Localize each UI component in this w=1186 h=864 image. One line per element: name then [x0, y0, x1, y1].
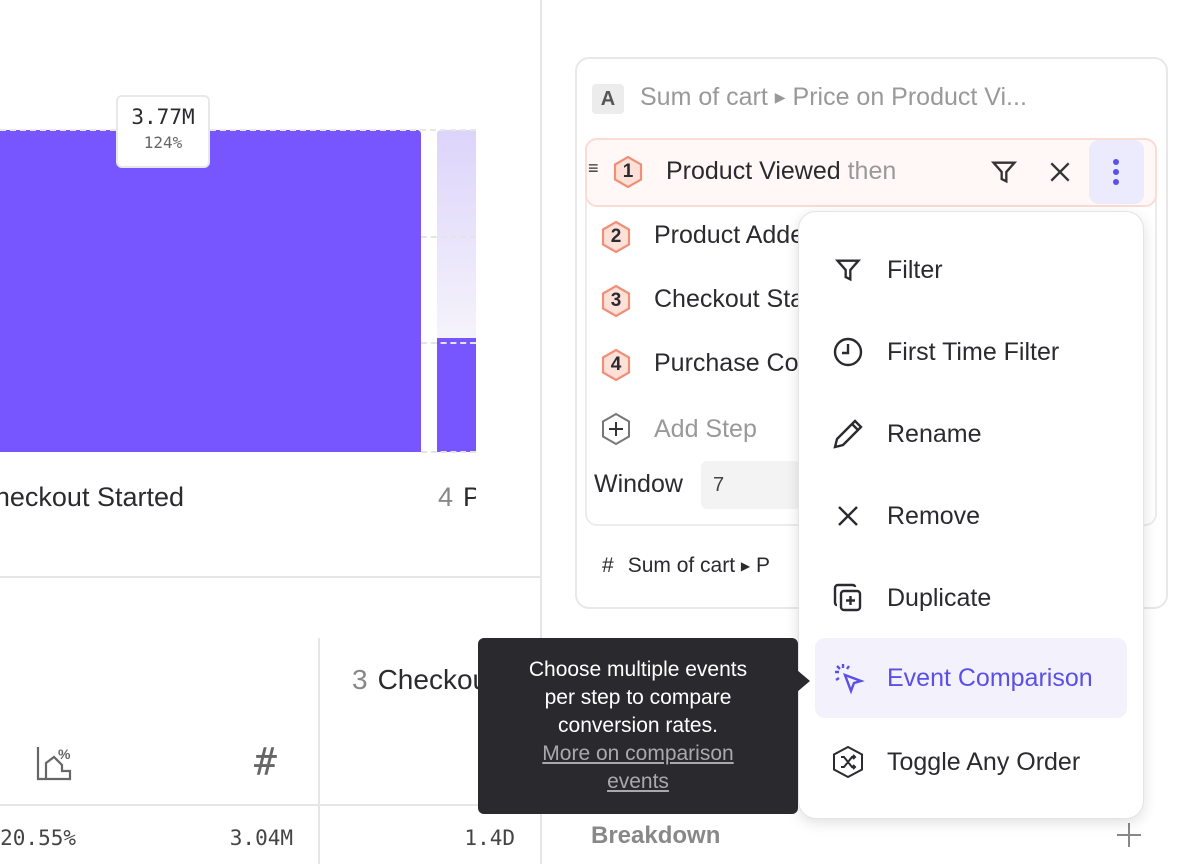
step-badge-4: 4 [600, 348, 632, 382]
metric-prefix: Sum of cart [640, 83, 768, 111]
step-filter-icon[interactable] [990, 158, 1018, 191]
divider [0, 576, 540, 578]
bar-value: 3.77M [131, 105, 195, 129]
step-3-label[interactable]: Checkout Started [654, 285, 804, 313]
caret-right-icon: ▶ [774, 89, 786, 105]
measure-row[interactable]: # Sum of cart ▶ P [602, 554, 770, 577]
tooltip-link[interactable]: More on comparison events [542, 742, 734, 793]
funnel-bar-step-4[interactable] [437, 338, 476, 452]
step-badge-1: 1 [612, 155, 644, 189]
step-badge-3: 3 [600, 284, 632, 318]
cursor-click-icon [831, 661, 865, 695]
add-step-button[interactable]: Add Step [600, 412, 757, 446]
gridline [421, 451, 476, 453]
duplicate-icon [831, 581, 865, 615]
menu-item-duplicate[interactable]: Duplicate [815, 558, 1127, 638]
kebab-icon [1113, 159, 1119, 185]
step-label: Checkout Started [0, 482, 184, 512]
tooltip-arrow [797, 670, 810, 692]
bar-percent: 124% [143, 133, 183, 152]
menu-item-remove[interactable]: Remove [815, 476, 1127, 556]
hash-icon: # [602, 554, 614, 577]
drag-handle-icon[interactable]: ≡ [588, 158, 599, 178]
step-number: 3 [352, 664, 368, 695]
funnel-bar-step-3[interactable] [0, 130, 421, 452]
step-number: 4 [438, 482, 454, 512]
window-label: Window [594, 470, 683, 498]
step-label: P [463, 482, 476, 512]
filter-icon [831, 253, 865, 287]
step-badge-2: 2 [600, 220, 632, 254]
add-breakdown-icon[interactable] [1116, 822, 1142, 853]
gridline [421, 236, 476, 238]
cell-time: 1.4D [464, 826, 515, 850]
cell-conversion: 20.55% [0, 826, 76, 850]
event-comparison-tooltip: Choose multiple events per step to compa… [478, 638, 798, 814]
breakdown-label: Breakdown [591, 822, 721, 849]
add-step-label: Add Step [654, 414, 757, 443]
step-4-label[interactable]: Purchase Completed [654, 349, 804, 377]
conversion-percent-icon[interactable]: % [36, 745, 72, 786]
step-1-label[interactable]: Product Viewed then [666, 157, 897, 185]
window-input[interactable]: 7 [701, 461, 801, 509]
step-more-button[interactable] [1089, 140, 1144, 204]
row-divider [0, 804, 540, 806]
clock-icon [831, 335, 865, 369]
column-divider [318, 638, 320, 864]
step-remove-icon[interactable] [1047, 159, 1073, 190]
count-hash-icon[interactable]: # [254, 740, 277, 784]
shuffle-hex-icon [831, 745, 865, 779]
step-2-label[interactable]: Product Added [654, 221, 804, 249]
menu-item-filter[interactable]: Filter [815, 230, 1127, 310]
metric-suffix: Price on Product Vi... [792, 83, 1027, 111]
panel-divider [540, 0, 542, 864]
plus-hex-icon [602, 412, 630, 446]
bar-value-label: 3.77M 124% [116, 95, 210, 168]
tooltip-text: Choose multiple events per step to compa… [528, 658, 748, 737]
cell-count: 3.04M [229, 826, 293, 850]
metric-badge: A [592, 84, 624, 114]
menu-item-first-time-filter[interactable]: First Time Filter [815, 312, 1127, 392]
caret-right-icon: ▶ [740, 559, 751, 573]
svg-text:%: % [58, 746, 71, 762]
metric-title[interactable]: Sum of cart ▶ Price on Product Vi... [640, 83, 1027, 112]
pencil-icon [831, 417, 865, 451]
x-icon [831, 499, 865, 533]
gridline [0, 129, 476, 131]
menu-item-rename[interactable]: Rename [815, 394, 1127, 474]
menu-item-event-comparison[interactable]: Event Comparison [815, 638, 1127, 718]
menu-item-toggle-any-order[interactable]: Toggle Any Order [815, 722, 1127, 802]
funnel-bar-step-4-dropoff[interactable] [437, 130, 476, 338]
gridline [421, 342, 476, 344]
